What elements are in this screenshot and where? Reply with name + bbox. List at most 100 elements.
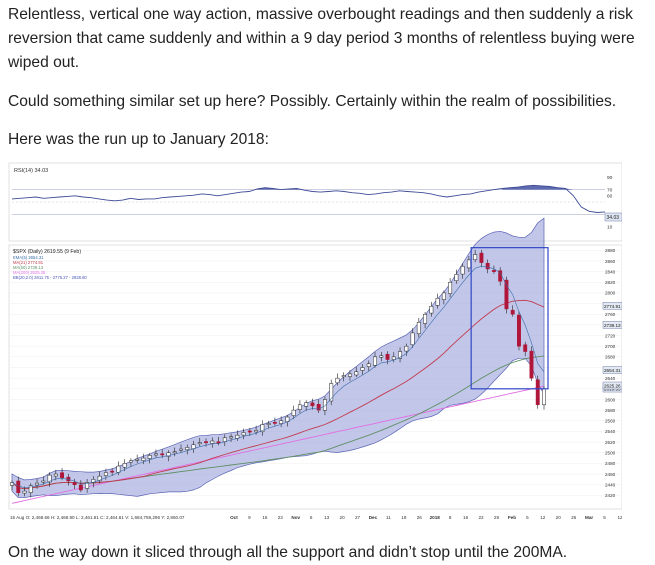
price-flag	[602, 366, 622, 374]
price-legend: $SPX (Daily) 2619.55 (9 Feb) EMA(5) 2654…	[13, 249, 87, 280]
candle	[360, 367, 365, 371]
selloff-highlight-box	[470, 247, 549, 390]
svg-text:EMA(5) 2654.31: EMA(5) 2654.31	[13, 255, 44, 260]
x-tick-label: 27	[355, 515, 361, 520]
x-tick-label: 5	[526, 515, 529, 520]
candle	[166, 452, 171, 457]
candle	[385, 353, 390, 360]
candle	[247, 430, 252, 433]
svg-text:$SPX (Daily) 2619.55 (9 Feb): $SPX (Daily) 2619.55 (9 Feb)	[13, 249, 81, 255]
x-tick-label: 23	[278, 515, 284, 520]
x-tick-label: 20	[556, 515, 562, 520]
candle	[154, 453, 158, 456]
x-tick-label: 26	[417, 515, 423, 520]
candle	[197, 442, 202, 445]
svg-text:BB(20,2.0) 2611.75 - 2775.27 -: BB(20,2.0) 2611.75 - 2775.27 - 2938.80	[13, 275, 87, 280]
candle	[160, 453, 165, 456]
x-tick-label: 9	[248, 515, 251, 520]
candle	[529, 350, 534, 379]
candle	[91, 479, 96, 483]
rsi-value-flag: 34.03	[604, 212, 622, 222]
x-tick-label: 16	[463, 515, 469, 520]
x-tick-label: 5	[603, 515, 606, 520]
x-tick-label: 12	[617, 515, 622, 520]
candle	[266, 423, 271, 425]
candle	[329, 383, 334, 402]
candle	[435, 298, 440, 306]
price-panel: $SPX (Daily) 2619.55 (9 Feb) EMA(5) 2654…	[8, 217, 622, 510]
candle	[504, 279, 509, 310]
candle	[535, 379, 540, 406]
candle	[297, 404, 302, 410]
x-tick-label: 12	[540, 515, 546, 520]
candle	[78, 484, 83, 491]
candle	[85, 482, 90, 489]
price-tick-label: 2820	[605, 280, 616, 285]
candle	[379, 355, 384, 358]
candle	[10, 482, 14, 486]
x-axis: 15 Aug O: 2,468.66 H: 2,468.90 L: 2,461.…	[10, 515, 622, 520]
price-tick-label: 2540	[605, 429, 616, 434]
candle	[460, 266, 465, 275]
candle	[491, 270, 496, 272]
candle	[479, 252, 484, 263]
x-tick-label: 13	[324, 515, 330, 520]
price-tick-label: 2720	[605, 333, 616, 338]
svg-text:MA(21) 2774.91: MA(21) 2774.91	[13, 260, 44, 265]
candle	[310, 402, 315, 407]
candle	[185, 447, 190, 450]
price-tick-label: 2580	[605, 408, 616, 413]
price-tick-label: 2700	[605, 344, 616, 349]
candle	[60, 472, 65, 479]
x-tick-label: Feb	[508, 515, 516, 520]
price-tick-label: 2640	[605, 376, 616, 381]
price-tick-label: 2440	[605, 482, 616, 487]
candle	[441, 292, 446, 300]
x-tick-label: 22	[478, 515, 484, 520]
price-tick-label: 2680	[605, 355, 616, 360]
candle	[210, 440, 215, 444]
candle	[47, 474, 52, 483]
candle	[448, 282, 453, 294]
price-tick-label: 2500	[605, 451, 616, 456]
rsi-line	[11, 184, 606, 213]
candle	[304, 402, 309, 407]
candle	[103, 472, 108, 476]
price-tick-label: 2800	[605, 291, 616, 296]
price-tick-label: 2860	[605, 259, 616, 264]
candle	[122, 463, 127, 468]
candle	[517, 314, 521, 347]
price-tick-label: 2760	[605, 312, 616, 317]
x-tick-label: Dec	[369, 515, 378, 520]
candle	[322, 399, 327, 411]
price-tick-label: 2840	[605, 269, 616, 274]
candle	[423, 313, 428, 324]
x-tick-label: 6	[310, 515, 313, 520]
ema5-line	[11, 265, 545, 489]
price-flag	[602, 381, 622, 390]
candle	[53, 473, 58, 477]
candle	[348, 373, 352, 377]
candle	[229, 436, 234, 439]
price-flag	[602, 302, 622, 310]
footer-readout: 15 Aug O: 2,468.66 H: 2,468.90 L: 2,461.…	[10, 515, 185, 520]
candle	[222, 437, 227, 442]
candle	[41, 480, 46, 483]
candle	[16, 480, 21, 493]
price-tick-label: 2600	[605, 397, 616, 402]
candle	[128, 460, 133, 463]
candle	[316, 404, 321, 411]
candle	[254, 430, 259, 433]
candle	[335, 377, 340, 384]
rsi-tick-label: 60	[607, 194, 613, 200]
x-tick-label: 29	[494, 515, 500, 520]
price-tick-label: 2420	[605, 493, 616, 498]
candle	[473, 254, 478, 260]
candle	[410, 332, 415, 345]
candle	[366, 363, 371, 368]
svg-text:MA(50) 2739.13: MA(50) 2739.13	[13, 265, 44, 270]
candle	[135, 458, 140, 461]
candle	[110, 470, 115, 473]
candle	[204, 441, 208, 444]
